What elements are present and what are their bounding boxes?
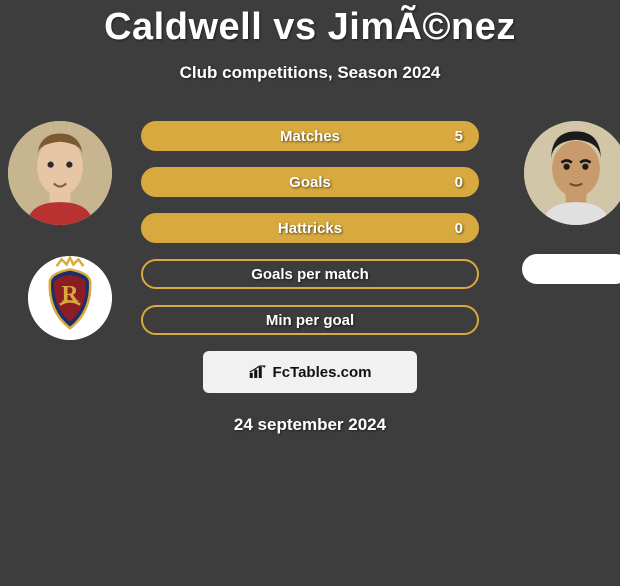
player-left-avatar <box>8 121 112 225</box>
stat-bar: Goals 0 <box>141 167 479 197</box>
stat-label: Matches <box>280 128 340 145</box>
player-left-face-icon <box>8 121 112 225</box>
stat-value: 5 <box>455 128 463 145</box>
stat-bar: Hattricks 0 <box>141 213 479 243</box>
stat-label: Hattricks <box>278 220 342 237</box>
stat-bar: Matches 5 <box>141 121 479 151</box>
player-right-avatar <box>524 121 620 225</box>
comparison-panel: R Matches5Goals0Hattricks0Goals per matc… <box>0 121 620 335</box>
stat-value: 0 <box>455 174 463 191</box>
player-left-club-badge: R <box>28 256 112 340</box>
stat-label: Goals per match <box>251 266 369 283</box>
stat-bar: Min per goal <box>141 305 479 335</box>
page-title: Caldwell vs JimÃ©nez <box>0 6 620 49</box>
stat-value: 0 <box>455 220 463 237</box>
bar-chart-icon <box>249 365 267 379</box>
stat-label: Goals <box>289 174 331 191</box>
rsl-crest-icon: R <box>28 256 112 340</box>
stat-label: Min per goal <box>266 312 354 329</box>
player-right-face-icon <box>524 121 620 225</box>
subtitle: Club competitions, Season 2024 <box>0 63 620 83</box>
attribution-badge[interactable]: FcTables.com <box>203 351 417 393</box>
attribution-text: FcTables.com <box>273 364 372 381</box>
stat-bars: Matches 5 Goals 0 Hattricks 0 Goals per match M… <box>141 121 479 335</box>
player-right-club-badge <box>522 254 620 284</box>
stat-bar: Goals per match <box>141 259 479 289</box>
date-text: 24 september 2024 <box>0 415 620 435</box>
